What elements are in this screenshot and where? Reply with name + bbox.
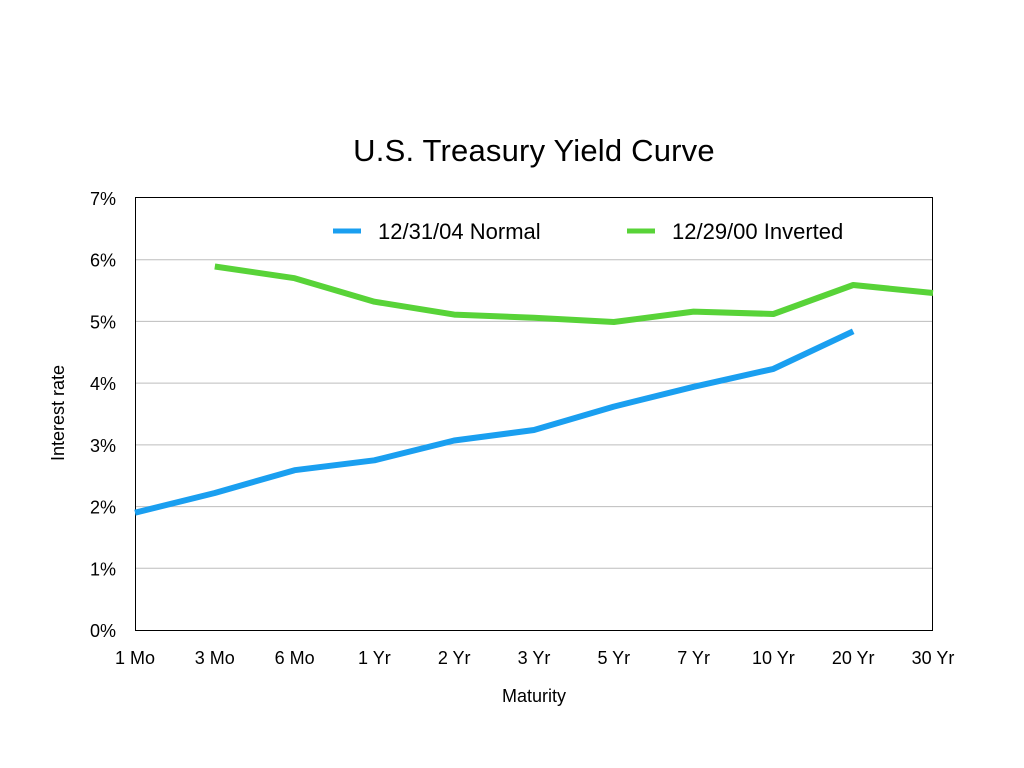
y-tick-label: 7% bbox=[90, 189, 116, 209]
x-tick-label: 10 Yr bbox=[752, 648, 795, 668]
x-tick-label: 5 Yr bbox=[597, 648, 630, 668]
y-tick-labels: 0% 1% 2% 3% 4% 5% 6% 7% bbox=[90, 189, 116, 641]
y-tick-label: 3% bbox=[90, 436, 116, 456]
y-tick-label: 6% bbox=[90, 251, 116, 271]
x-axis-label: Maturity bbox=[502, 686, 566, 706]
chart-title: U.S. Treasury Yield Curve bbox=[353, 133, 715, 168]
legend: 12/31/04 Normal 12/29/00 Inverted bbox=[333, 219, 843, 244]
gridlines bbox=[135, 259, 933, 569]
x-tick-label: 30 Yr bbox=[912, 648, 955, 668]
y-tick-label: 2% bbox=[90, 498, 116, 518]
y-tick-label: 5% bbox=[90, 312, 116, 332]
series-layer bbox=[134, 263, 934, 516]
x-tick-label: 7 Yr bbox=[677, 648, 710, 668]
series-line-1 bbox=[134, 328, 855, 516]
x-tick-label: 2 Yr bbox=[438, 648, 471, 668]
y-tick-label: 0% bbox=[90, 621, 116, 641]
legend-label: 12/31/04 Normal bbox=[378, 219, 541, 244]
x-tick-label: 3 Yr bbox=[518, 648, 551, 668]
plot-area-frame bbox=[135, 197, 933, 631]
x-tick-labels: 1 Mo 3 Mo 6 Mo 1 Yr 2 Yr 3 Yr 5 Yr 7 Yr 10 Yr 20 … bbox=[115, 648, 954, 668]
x-tick-label: 6 Mo bbox=[275, 648, 315, 668]
legend-label: 12/29/00 Inverted bbox=[672, 219, 843, 244]
y-tick-label: 4% bbox=[90, 374, 116, 394]
x-tick-label: 1 Mo bbox=[115, 648, 155, 668]
x-tick-label: 1 Yr bbox=[358, 648, 391, 668]
x-tick-label: 20 Yr bbox=[832, 648, 875, 668]
series-line-2 bbox=[214, 263, 934, 325]
y-axis-label: Interest rate bbox=[48, 365, 68, 461]
y-tick-label: 1% bbox=[90, 559, 116, 579]
x-tick-label: 3 Mo bbox=[195, 648, 235, 668]
